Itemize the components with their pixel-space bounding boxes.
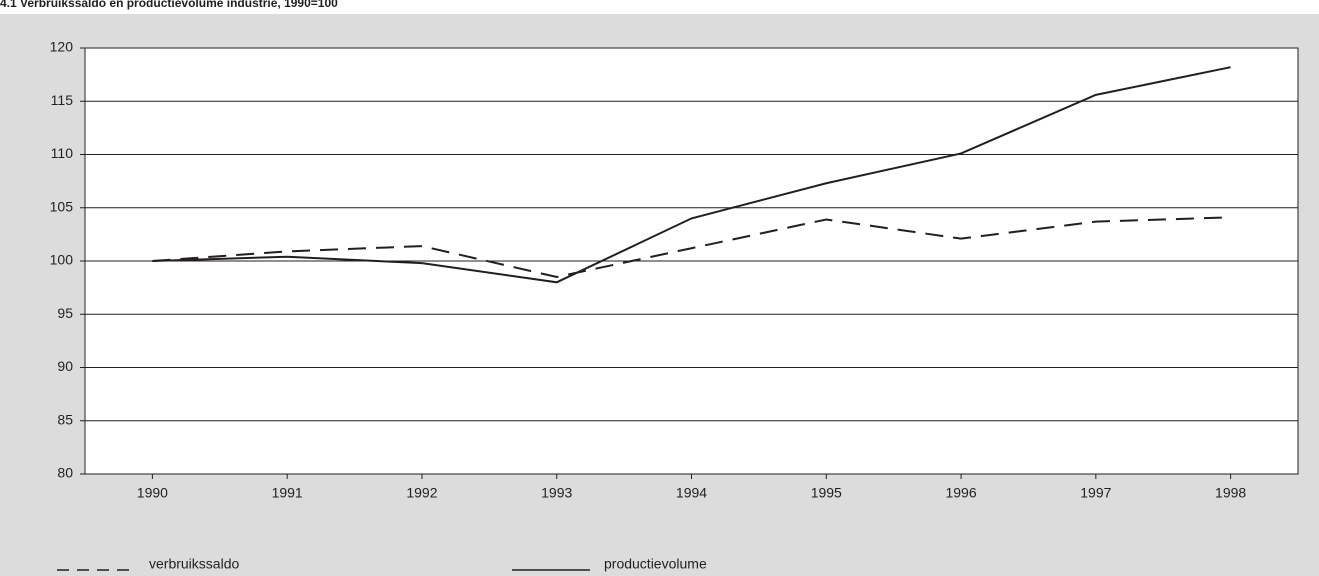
y-tick-label: 120 (50, 39, 74, 55)
y-tick-label: 100 (50, 252, 74, 268)
x-tick-label: 1992 (406, 485, 437, 501)
x-tick-label: 1997 (1080, 485, 1111, 501)
x-tick-label: 1996 (945, 485, 976, 501)
legend-label: verbruikssaldo (149, 556, 239, 572)
legend-label: productievolume (604, 556, 707, 572)
chart-title: 4.1 Verbruikssaldo en productievolume in… (0, 0, 338, 10)
y-tick-label: 80 (57, 465, 73, 481)
x-tick-label: 1991 (272, 485, 303, 501)
y-tick-label: 85 (57, 411, 73, 427)
x-tick-label: 1998 (1215, 485, 1246, 501)
x-tick-label: 1995 (811, 485, 842, 501)
y-tick-label: 95 (57, 305, 73, 321)
x-tick-label: 1993 (541, 485, 572, 501)
x-tick-label: 1990 (137, 485, 168, 501)
series-line (152, 216, 1231, 278)
series-line (152, 66, 1231, 284)
y-tick-label: 115 (51, 92, 74, 108)
y-tick-label: 110 (51, 145, 74, 161)
y-tick-label: 105 (50, 198, 74, 214)
y-tick-label: 90 (57, 358, 73, 374)
x-tick-label: 1994 (676, 485, 707, 501)
